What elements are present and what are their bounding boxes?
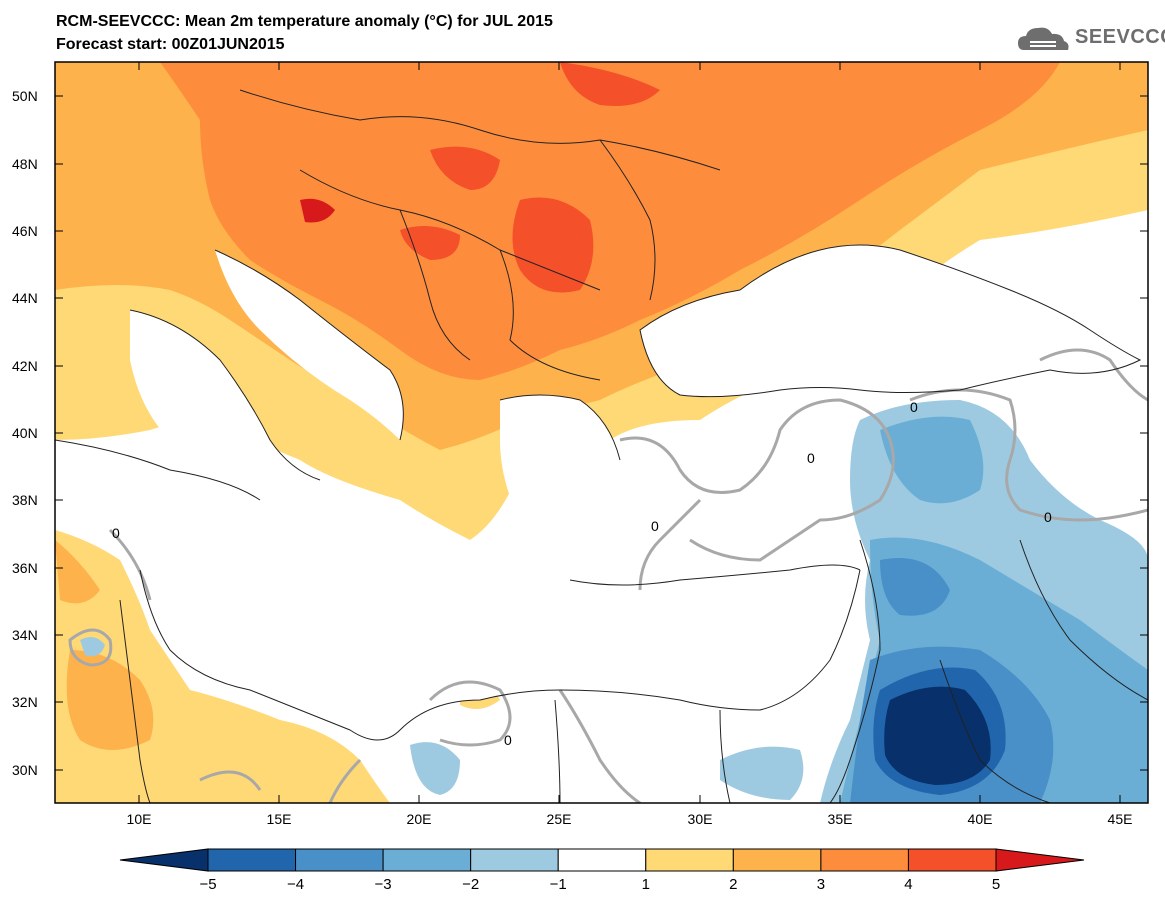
colorbar-label: 2 <box>729 876 737 893</box>
colorbar-segment <box>820 848 909 872</box>
seevccc-cloud-logo-icon <box>1018 27 1069 50</box>
colorbar-label: −2 <box>462 876 479 893</box>
lat-tick-label: 50N <box>12 88 38 104</box>
colorbar-segment <box>732 848 822 872</box>
lat-tick-label: 40N <box>12 425 38 441</box>
forecast-start-subtitle: Forecast start: 00Z01JUN2015 <box>56 36 285 53</box>
colorbar-segment <box>207 848 297 872</box>
lon-tick-label: 30E <box>688 811 713 827</box>
contour-label: 0 <box>504 732 512 748</box>
contour-labels: 0 0 0 0 0 0 <box>112 399 1052 748</box>
lat-tick-label: 42N <box>12 358 38 374</box>
lat-tick-label: 30N <box>12 762 38 778</box>
lon-tick-label: 35E <box>828 811 853 827</box>
colorbar-label: −3 <box>375 876 392 893</box>
mediterranean-sea <box>55 440 860 740</box>
zero-contours <box>68 348 1148 803</box>
lat-tick-label: 36N <box>12 560 38 576</box>
lat-tick-label: 48N <box>12 156 38 172</box>
lat-tick-label: 44N <box>12 290 38 306</box>
colorbar-segment <box>557 848 647 872</box>
colorbar-label: −4 <box>287 876 304 893</box>
black-sea <box>640 245 1140 397</box>
lat-tick-label: 46N <box>12 223 38 239</box>
lat-tick-label: 32N <box>12 694 38 710</box>
tyrrhenian-sea <box>130 310 320 494</box>
anomaly-field <box>55 62 1148 803</box>
lon-tick-label: 25E <box>547 811 572 827</box>
logo-text: SEEVCCC <box>1075 26 1165 48</box>
aegean-sea <box>500 395 620 580</box>
axis-tick-marks <box>55 62 1148 803</box>
contour-label: 0 <box>651 518 659 534</box>
lat-tick-label: 38N <box>12 492 38 508</box>
colorbar-segment <box>907 848 997 872</box>
colorbar-segment <box>119 848 209 872</box>
colorbar-label: −1 <box>550 876 567 893</box>
lon-tick-label: 40E <box>968 811 993 827</box>
lat-tick-label: 34N <box>12 627 38 643</box>
colorbar-segment <box>382 848 472 872</box>
colorbar-label: 4 <box>904 876 912 893</box>
lon-tick-label: 20E <box>407 811 432 827</box>
contour-label: 0 <box>112 525 120 541</box>
colorbar-label: 1 <box>642 876 650 893</box>
colorbar-label: 3 <box>817 876 825 893</box>
colorbar-label: −5 <box>199 876 216 893</box>
contour-label: 0 <box>1044 509 1052 525</box>
longitude-labels: 10E 15E 20E 25E 30E 35E 40E 45E <box>127 811 1133 827</box>
coastlines-and-borders <box>55 89 1148 803</box>
latitude-labels: 50N 48N 46N 44N 42N 40N 38N 36N 34N 32N … <box>12 88 38 778</box>
colorbar-segment <box>295 848 384 872</box>
lon-tick-label: 15E <box>267 811 292 827</box>
colorbar-segment <box>645 848 734 872</box>
colorbar-label: 5 <box>992 876 1000 893</box>
lon-tick-label: 45E <box>1108 811 1133 827</box>
map-title: RCM-SEEVCCC: Mean 2m temperature anomaly… <box>56 13 553 30</box>
contour-label: 0 <box>807 450 815 466</box>
colorbar: −5 −4 −3 −2 −1 1 2 3 4 5 <box>119 848 1085 893</box>
colorbar-segment <box>470 848 559 872</box>
adriatic-sea <box>215 250 404 440</box>
colorbar-segment <box>995 848 1085 872</box>
lon-tick-label: 10E <box>127 811 152 827</box>
contour-label: 0 <box>910 399 918 415</box>
